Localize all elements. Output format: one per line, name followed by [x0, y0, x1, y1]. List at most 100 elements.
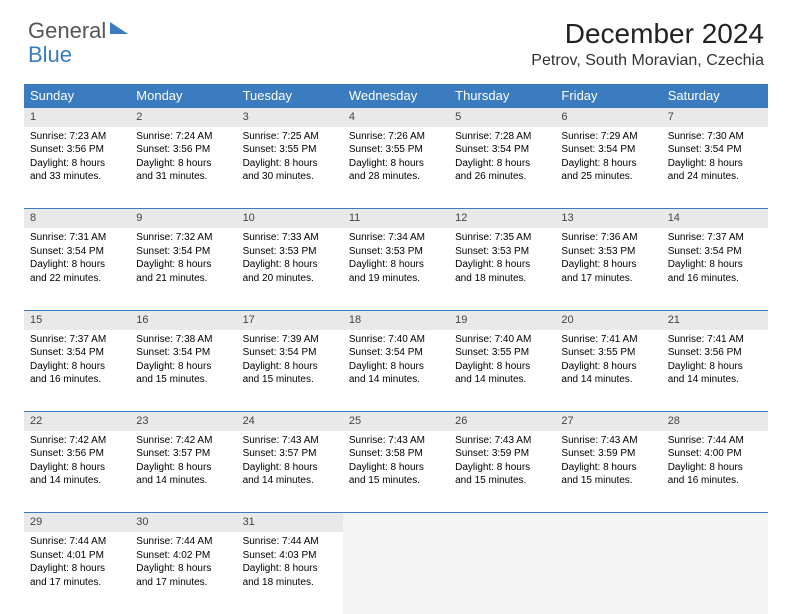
location-text: Petrov, South Moravian, Czechia — [531, 52, 764, 70]
day-body-cell: Sunrise: 7:30 AMSunset: 3:54 PMDaylight:… — [662, 127, 768, 209]
day-number-cell: 8 — [24, 209, 130, 228]
day-body-cell: Sunrise: 7:31 AMSunset: 3:54 PMDaylight:… — [24, 228, 130, 310]
day-details: Sunrise: 7:30 AMSunset: 3:54 PMDaylight:… — [668, 130, 762, 184]
day-body-cell: Sunrise: 7:40 AMSunset: 3:54 PMDaylight:… — [343, 330, 449, 412]
day-number-cell: 31 — [237, 513, 343, 532]
day-details: Sunrise: 7:42 AMSunset: 3:56 PMDaylight:… — [30, 434, 124, 488]
logo-mark-icon — [110, 22, 128, 34]
day-details: Sunrise: 7:25 AMSunset: 3:55 PMDaylight:… — [243, 130, 337, 184]
day-body-cell: Sunrise: 7:43 AMSunset: 3:59 PMDaylight:… — [449, 431, 555, 513]
day-number-row: 293031 — [24, 513, 768, 532]
day-details: Sunrise: 7:24 AMSunset: 3:56 PMDaylight:… — [136, 130, 230, 184]
day-body-cell — [343, 532, 449, 614]
day-details: Sunrise: 7:43 AMSunset: 3:57 PMDaylight:… — [243, 434, 337, 488]
day-number-cell — [449, 513, 555, 532]
weekday-header: Thursday — [449, 84, 555, 108]
day-body-cell: Sunrise: 7:39 AMSunset: 3:54 PMDaylight:… — [237, 330, 343, 412]
day-body-cell — [555, 532, 661, 614]
day-number-cell: 30 — [130, 513, 236, 532]
day-details: Sunrise: 7:34 AMSunset: 3:53 PMDaylight:… — [349, 231, 443, 285]
day-details: Sunrise: 7:43 AMSunset: 3:59 PMDaylight:… — [561, 434, 655, 488]
day-body-cell: Sunrise: 7:42 AMSunset: 3:57 PMDaylight:… — [130, 431, 236, 513]
day-body-cell: Sunrise: 7:37 AMSunset: 3:54 PMDaylight:… — [662, 228, 768, 310]
day-number-cell: 17 — [237, 310, 343, 329]
day-body-cell: Sunrise: 7:40 AMSunset: 3:55 PMDaylight:… — [449, 330, 555, 412]
day-body-cell: Sunrise: 7:33 AMSunset: 3:53 PMDaylight:… — [237, 228, 343, 310]
day-number-cell: 5 — [449, 108, 555, 127]
day-number-cell: 11 — [343, 209, 449, 228]
day-number-cell: 16 — [130, 310, 236, 329]
day-number-cell — [343, 513, 449, 532]
day-number-cell: 2 — [130, 108, 236, 127]
header: General December 2024 Petrov, South Mora… — [0, 0, 792, 74]
day-details: Sunrise: 7:32 AMSunset: 3:54 PMDaylight:… — [136, 231, 230, 285]
day-number-cell: 29 — [24, 513, 130, 532]
day-body-cell: Sunrise: 7:44 AMSunset: 4:01 PMDaylight:… — [24, 532, 130, 614]
day-body-cell — [449, 532, 555, 614]
day-number-cell: 14 — [662, 209, 768, 228]
day-details: Sunrise: 7:37 AMSunset: 3:54 PMDaylight:… — [668, 231, 762, 285]
day-details: Sunrise: 7:28 AMSunset: 3:54 PMDaylight:… — [455, 130, 549, 184]
logo-text-2: Blue — [28, 42, 72, 68]
day-number-cell: 24 — [237, 412, 343, 431]
day-body-cell: Sunrise: 7:38 AMSunset: 3:54 PMDaylight:… — [130, 330, 236, 412]
day-details: Sunrise: 7:36 AMSunset: 3:53 PMDaylight:… — [561, 231, 655, 285]
day-body-cell: Sunrise: 7:29 AMSunset: 3:54 PMDaylight:… — [555, 127, 661, 209]
day-body-cell: Sunrise: 7:34 AMSunset: 3:53 PMDaylight:… — [343, 228, 449, 310]
day-number-cell: 13 — [555, 209, 661, 228]
day-body-cell: Sunrise: 7:35 AMSunset: 3:53 PMDaylight:… — [449, 228, 555, 310]
day-details: Sunrise: 7:44 AMSunset: 4:03 PMDaylight:… — [243, 535, 337, 589]
day-body-row: Sunrise: 7:37 AMSunset: 3:54 PMDaylight:… — [24, 330, 768, 412]
title-block: December 2024 Petrov, South Moravian, Cz… — [531, 18, 764, 70]
day-details: Sunrise: 7:35 AMSunset: 3:53 PMDaylight:… — [455, 231, 549, 285]
day-number-cell: 9 — [130, 209, 236, 228]
day-number-cell: 21 — [662, 310, 768, 329]
day-number-cell: 25 — [343, 412, 449, 431]
day-number-cell: 26 — [449, 412, 555, 431]
day-number-cell: 27 — [555, 412, 661, 431]
day-body-cell: Sunrise: 7:43 AMSunset: 3:59 PMDaylight:… — [555, 431, 661, 513]
day-details: Sunrise: 7:23 AMSunset: 3:56 PMDaylight:… — [30, 130, 124, 184]
weekday-header-row: Sunday Monday Tuesday Wednesday Thursday… — [24, 84, 768, 108]
day-body-cell: Sunrise: 7:44 AMSunset: 4:03 PMDaylight:… — [237, 532, 343, 614]
weekday-header: Wednesday — [343, 84, 449, 108]
day-number-cell: 6 — [555, 108, 661, 127]
day-details: Sunrise: 7:39 AMSunset: 3:54 PMDaylight:… — [243, 333, 337, 387]
day-details: Sunrise: 7:41 AMSunset: 3:55 PMDaylight:… — [561, 333, 655, 387]
weekday-header: Tuesday — [237, 84, 343, 108]
day-details: Sunrise: 7:43 AMSunset: 3:59 PMDaylight:… — [455, 434, 549, 488]
day-body-cell: Sunrise: 7:44 AMSunset: 4:00 PMDaylight:… — [662, 431, 768, 513]
calendar-table: Sunday Monday Tuesday Wednesday Thursday… — [24, 84, 768, 614]
day-number-row: 1234567 — [24, 108, 768, 127]
logo-text-1: General — [28, 18, 106, 44]
day-number-row: 891011121314 — [24, 209, 768, 228]
day-body-row: Sunrise: 7:23 AMSunset: 3:56 PMDaylight:… — [24, 127, 768, 209]
day-body-cell: Sunrise: 7:36 AMSunset: 3:53 PMDaylight:… — [555, 228, 661, 310]
day-details: Sunrise: 7:33 AMSunset: 3:53 PMDaylight:… — [243, 231, 337, 285]
day-body-cell: Sunrise: 7:43 AMSunset: 3:58 PMDaylight:… — [343, 431, 449, 513]
day-details: Sunrise: 7:40 AMSunset: 3:54 PMDaylight:… — [349, 333, 443, 387]
day-number-cell — [662, 513, 768, 532]
day-body-cell: Sunrise: 7:44 AMSunset: 4:02 PMDaylight:… — [130, 532, 236, 614]
day-body-cell — [662, 532, 768, 614]
weekday-header: Monday — [130, 84, 236, 108]
day-body-cell: Sunrise: 7:24 AMSunset: 3:56 PMDaylight:… — [130, 127, 236, 209]
day-number-cell: 18 — [343, 310, 449, 329]
weekday-header: Friday — [555, 84, 661, 108]
weekday-header: Saturday — [662, 84, 768, 108]
day-number-cell: 22 — [24, 412, 130, 431]
day-body-cell: Sunrise: 7:42 AMSunset: 3:56 PMDaylight:… — [24, 431, 130, 513]
day-details: Sunrise: 7:44 AMSunset: 4:02 PMDaylight:… — [136, 535, 230, 589]
day-number-cell: 7 — [662, 108, 768, 127]
day-details: Sunrise: 7:41 AMSunset: 3:56 PMDaylight:… — [668, 333, 762, 387]
day-details: Sunrise: 7:44 AMSunset: 4:00 PMDaylight:… — [668, 434, 762, 488]
day-details: Sunrise: 7:44 AMSunset: 4:01 PMDaylight:… — [30, 535, 124, 589]
day-details: Sunrise: 7:37 AMSunset: 3:54 PMDaylight:… — [30, 333, 124, 387]
day-body-cell: Sunrise: 7:25 AMSunset: 3:55 PMDaylight:… — [237, 127, 343, 209]
day-body-cell: Sunrise: 7:23 AMSunset: 3:56 PMDaylight:… — [24, 127, 130, 209]
day-details: Sunrise: 7:38 AMSunset: 3:54 PMDaylight:… — [136, 333, 230, 387]
day-number-cell: 28 — [662, 412, 768, 431]
day-details: Sunrise: 7:31 AMSunset: 3:54 PMDaylight:… — [30, 231, 124, 285]
day-number-cell: 23 — [130, 412, 236, 431]
day-number-cell: 15 — [24, 310, 130, 329]
